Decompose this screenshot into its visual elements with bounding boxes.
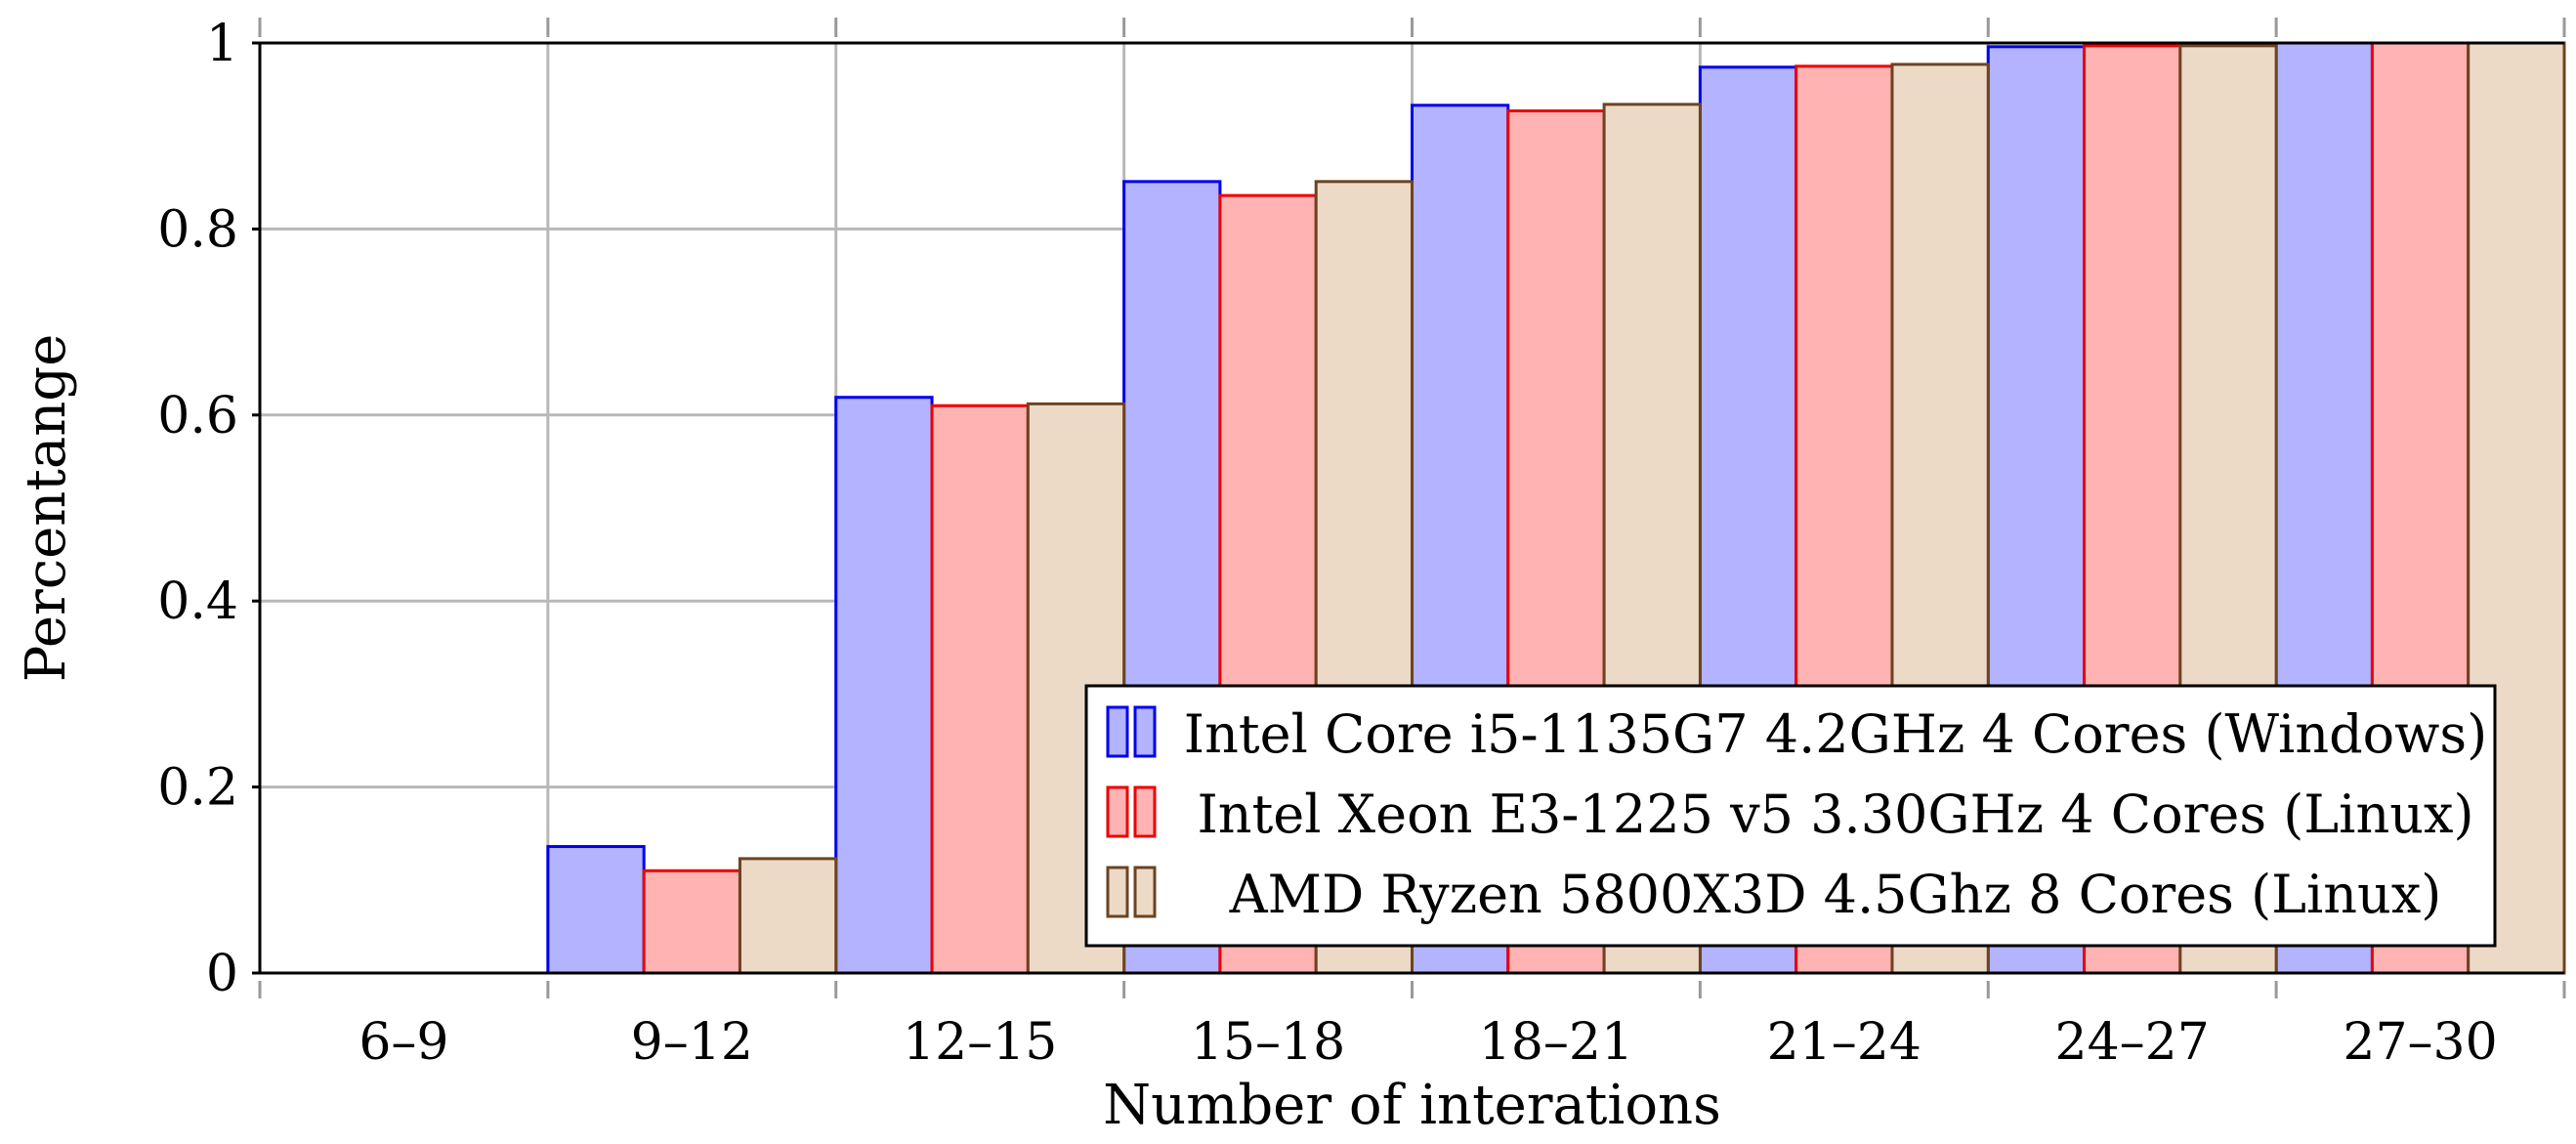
x-tick-label: 15–18	[1191, 1013, 1345, 1072]
legend-swatch-left	[1106, 785, 1129, 838]
x-tick-label: 9–12	[631, 1013, 753, 1072]
y-tick-label: 0	[206, 945, 238, 1003]
legend-label: Intel Xeon E3-1225 v5 3.30GHz 4 Cores (L…	[1197, 784, 2473, 845]
x-tick-label: 27–30	[2343, 1013, 2497, 1072]
x-axis-title: Number of interations	[1103, 1074, 1721, 1137]
tick-labels: 0 0.2 0.4 0.6 0.8 1 6–9 9–12 12–15 15–18 18–21 21–2…	[157, 15, 2497, 1072]
y-axis-title: Percentange	[15, 334, 78, 683]
x-tick-label: 12–15	[903, 1013, 1057, 1072]
bar-3-9–12	[738, 857, 838, 975]
legend-swatch-right	[1133, 866, 1157, 918]
legend-label: Intel Core i5-1135G7 4.2GHz 4 Cores (Win…	[1184, 703, 2487, 765]
legend-swatch-left	[1106, 705, 1129, 758]
y-tick-label: 0.6	[157, 387, 238, 445]
legend-swatch-left	[1106, 866, 1129, 918]
x-tick-label: 24–27	[2055, 1013, 2210, 1072]
x-tick-label: 21–24	[1767, 1013, 1921, 1072]
x-tick-label: 18–21	[1479, 1013, 1633, 1072]
legend-swatch-right	[1133, 705, 1157, 758]
bar-1-12–15	[834, 396, 934, 975]
x-tick-label: 6–9	[359, 1013, 448, 1072]
y-tick-label: 0.8	[157, 200, 238, 259]
y-tick-label: 1	[206, 15, 238, 73]
legend-box	[1084, 684, 2497, 948]
legend-swatch-right	[1133, 785, 1157, 838]
bar-2-9–12	[642, 869, 741, 975]
y-tick-label: 0.2	[157, 759, 238, 818]
y-tick-label: 0.4	[157, 572, 238, 631]
legend: Intel Core i5-1135G7 4.2GHz 4 Cores (Win…	[1084, 684, 2497, 948]
legend-label: AMD Ryzen 5800X3D 4.5Ghz 8 Cores (Linux)	[1229, 864, 2442, 925]
bar-2-12–15	[930, 403, 1030, 975]
axes	[252, 18, 2566, 998]
bar-1-9–12	[546, 845, 646, 975]
